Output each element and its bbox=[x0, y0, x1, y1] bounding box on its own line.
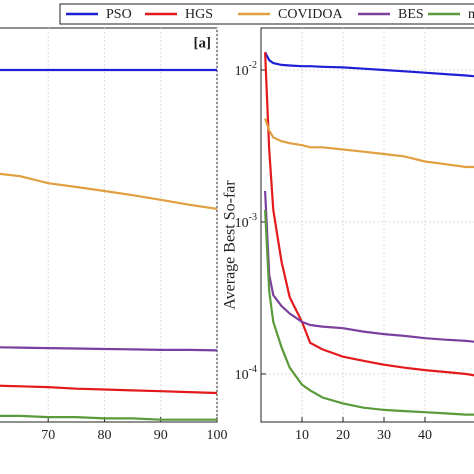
series-line bbox=[264, 51, 474, 78]
y-tick-exponent: -3 bbox=[249, 212, 257, 223]
y-axis-label: Average Best So-far bbox=[222, 180, 239, 310]
series-line bbox=[0, 172, 218, 210]
y-tick-base: 10 bbox=[235, 216, 249, 231]
x-tick-label: 20 bbox=[336, 428, 350, 443]
series-line bbox=[264, 52, 474, 377]
x-tick-label: 90 bbox=[154, 428, 168, 443]
x-tick-label: 70 bbox=[41, 428, 55, 443]
x-tick-label: 100 bbox=[207, 428, 228, 443]
x-tick-label: 30 bbox=[377, 428, 391, 443]
y-tick-exponent: -2 bbox=[249, 60, 257, 71]
x-tick-label: 10 bbox=[295, 428, 309, 443]
y-tick-base: 10 bbox=[235, 64, 249, 79]
plot-area bbox=[260, 27, 474, 423]
series-line bbox=[264, 209, 474, 416]
series-line bbox=[264, 118, 474, 169]
y-tick-exponent: -4 bbox=[249, 364, 257, 375]
x-tick-label: 40 bbox=[418, 428, 432, 443]
y-tick-base: 10 bbox=[235, 368, 249, 383]
series-line bbox=[0, 384, 218, 395]
series-line bbox=[0, 346, 218, 352]
y-tick-label: 10-4 bbox=[235, 364, 257, 383]
y-tick-label: 10-3 bbox=[235, 212, 257, 231]
legend-label: BES bbox=[398, 7, 424, 22]
series-line bbox=[264, 190, 474, 343]
x-tick-label: 80 bbox=[97, 428, 111, 443]
y-tick-label: 10-2 bbox=[235, 60, 257, 79]
legend-label: COVIDOA bbox=[278, 7, 343, 22]
legend-label: PSO bbox=[106, 7, 132, 22]
plot-area bbox=[0, 27, 218, 423]
panel-label: [a] bbox=[194, 35, 212, 51]
legend-label: HGS bbox=[185, 7, 213, 22]
legend-label: m bbox=[468, 7, 474, 22]
series-line bbox=[0, 414, 217, 421]
